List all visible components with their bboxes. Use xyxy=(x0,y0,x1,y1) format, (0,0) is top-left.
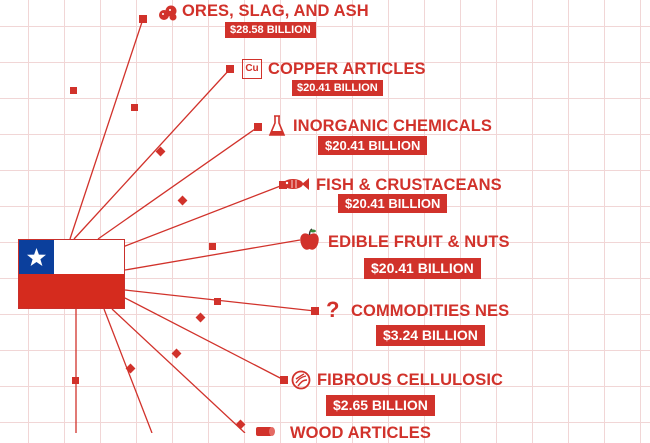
export-value-ores: $28.58 BILLION xyxy=(225,22,316,38)
export-label-fish: FISH & CRUSTACEANS xyxy=(316,176,502,194)
export-label-inorganic-chemicals: INORGANIC CHEMICALS xyxy=(293,117,492,135)
export-value-copper: $20.41 BILLION xyxy=(292,80,383,96)
export-label-copper: COPPER ARTICLES xyxy=(268,60,426,78)
copper-element-icon: Cu xyxy=(242,59,262,79)
star-icon xyxy=(27,248,46,266)
flask-icon xyxy=(268,115,286,136)
export-label-fruit: EDIBLE FRUIT & NUTS xyxy=(328,233,510,251)
wood-log-icon xyxy=(256,427,275,436)
export-label-commodities: COMMODITIES NES xyxy=(351,302,510,320)
export-value-commodities: $3.24 BILLION xyxy=(376,325,485,346)
question-mark-icon: ? xyxy=(326,297,340,322)
export-value-fish: $20.41 BILLION xyxy=(338,194,448,213)
export-value-inorganic-chemicals: $20.41 BILLION xyxy=(318,136,428,155)
connector-lines xyxy=(69,15,319,433)
export-value-fibrous-cellulosic: $2.65 BILLION xyxy=(326,395,435,416)
apple-icon xyxy=(300,228,319,250)
fibrous-pulp-icon xyxy=(291,370,311,390)
chile-flag-icon xyxy=(18,239,125,309)
fish-icon xyxy=(283,178,309,190)
export-label-ores: ORES, SLAG, AND ASH xyxy=(182,2,369,20)
export-value-fruit: $20.41 BILLION xyxy=(364,258,481,279)
export-label-fibrous-cellulosic: FIBROUS CELLULOSIC xyxy=(317,371,504,389)
export-label-wood: WOOD ARTICLES xyxy=(290,424,431,442)
ore-rocks-icon xyxy=(159,5,177,21)
